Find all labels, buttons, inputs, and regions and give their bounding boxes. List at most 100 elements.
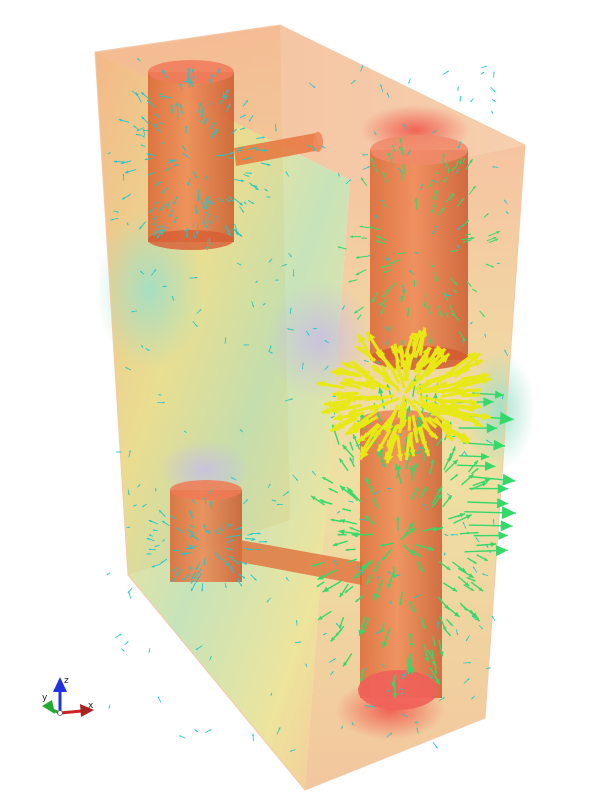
field-vector-head (482, 72, 485, 74)
field-vector-head (222, 529, 224, 533)
field-vector-head (459, 99, 462, 102)
field-vector-head (361, 564, 366, 568)
field-vector-head (385, 454, 394, 464)
field-vector-head (250, 533, 253, 536)
field-vector-head (137, 58, 140, 61)
field-vector-head (354, 367, 362, 373)
field-vector-head (380, 543, 385, 547)
field-vector-head (446, 160, 449, 163)
field-vector-head (122, 649, 125, 652)
field-vector-head (475, 468, 479, 471)
field-vector-head (189, 77, 191, 80)
field-vector-head (299, 641, 302, 643)
field-vector-head (448, 633, 451, 636)
field-vector-head (216, 219, 219, 222)
field-vector-head (361, 237, 364, 239)
field-vector-head (231, 157, 233, 159)
field-vector-head (350, 421, 360, 430)
field-vector-head (448, 406, 457, 414)
field-vector-head (457, 244, 459, 247)
field-vector-head (450, 399, 457, 405)
field-vector-head (258, 532, 261, 535)
field-vector-head (364, 519, 367, 521)
field-vector-head (198, 571, 200, 574)
field-vector-head (431, 265, 434, 268)
field-vector-head (266, 600, 269, 603)
field-vector-head (339, 458, 344, 463)
field-vector-head (270, 692, 273, 695)
field-vector-head (179, 83, 182, 86)
field-vector-head (491, 111, 493, 114)
field-vector-head (262, 136, 265, 139)
field-vector-head (167, 161, 171, 164)
field-vector-head (338, 529, 345, 535)
field-vector-head (330, 416, 333, 418)
field-vector-head (435, 225, 438, 228)
axis-origin (57, 710, 63, 716)
field-vector-head (328, 488, 332, 491)
field-vector-head (485, 65, 487, 68)
field-vector-head (482, 573, 485, 576)
field-vector-head (373, 497, 377, 502)
field-vector-head (276, 279, 279, 281)
field-vector-head (383, 378, 389, 384)
field-vector-head (414, 595, 417, 598)
field-vector-head (190, 535, 192, 538)
field-vector-head (381, 365, 386, 371)
field-vector-head (321, 407, 330, 414)
field-vector-head (348, 407, 358, 415)
field-vector-head (480, 452, 490, 461)
field-vector-head (231, 535, 234, 538)
field-vector-head (381, 629, 384, 632)
field-vector-head (495, 238, 498, 242)
field-vector-head (362, 154, 365, 156)
field-vector-head (457, 168, 460, 171)
field-vector-head (165, 169, 168, 171)
field-vector-head (198, 577, 200, 580)
field-vector-head (372, 298, 375, 303)
field-vector-head (142, 505, 145, 507)
field-vector-head (277, 503, 279, 506)
field-vector-head (285, 171, 288, 174)
field-vector-head (468, 239, 472, 242)
field-vector-head (170, 103, 174, 107)
field-vector-head (463, 158, 465, 161)
orientation-axes: z x y (42, 676, 94, 717)
field-vector-head (491, 615, 494, 618)
field-vector-head (496, 498, 509, 509)
field-vector-head (501, 506, 516, 520)
field-vector-head (465, 582, 470, 586)
field-vector-head (446, 70, 449, 73)
field-vector-head (341, 362, 351, 370)
field-vector-head (364, 515, 369, 520)
field-vector-head (159, 229, 162, 233)
field-vector-head (312, 85, 316, 88)
field-vector-head (389, 602, 392, 605)
field-vector-head (434, 671, 438, 675)
field-vector-head (226, 89, 229, 93)
field-vector-head (146, 537, 150, 540)
field-vector-head (375, 216, 378, 219)
field-vector-head (209, 221, 212, 224)
field-vector-head (431, 676, 434, 679)
field-vector-head (470, 236, 475, 240)
field-vector-head (408, 332, 414, 340)
field-vector-head (492, 519, 495, 522)
field-vector-head (128, 526, 131, 529)
field-vector-head (414, 197, 418, 201)
field-vector-head (176, 118, 179, 121)
field-vector-head (173, 202, 176, 206)
field-vector-head (308, 145, 311, 147)
field-vector-head (443, 552, 446, 555)
field-vector-head (181, 552, 185, 556)
field-vector-head (472, 185, 476, 189)
field-vector-head (330, 518, 334, 522)
field-vector-head (268, 260, 271, 263)
field-vector-head (195, 647, 199, 650)
field-vector-head (389, 487, 392, 490)
field-vector-head (482, 314, 485, 317)
field-vector-head (210, 99, 213, 102)
field-vector-head (497, 483, 509, 494)
field-vector-head (196, 197, 200, 202)
